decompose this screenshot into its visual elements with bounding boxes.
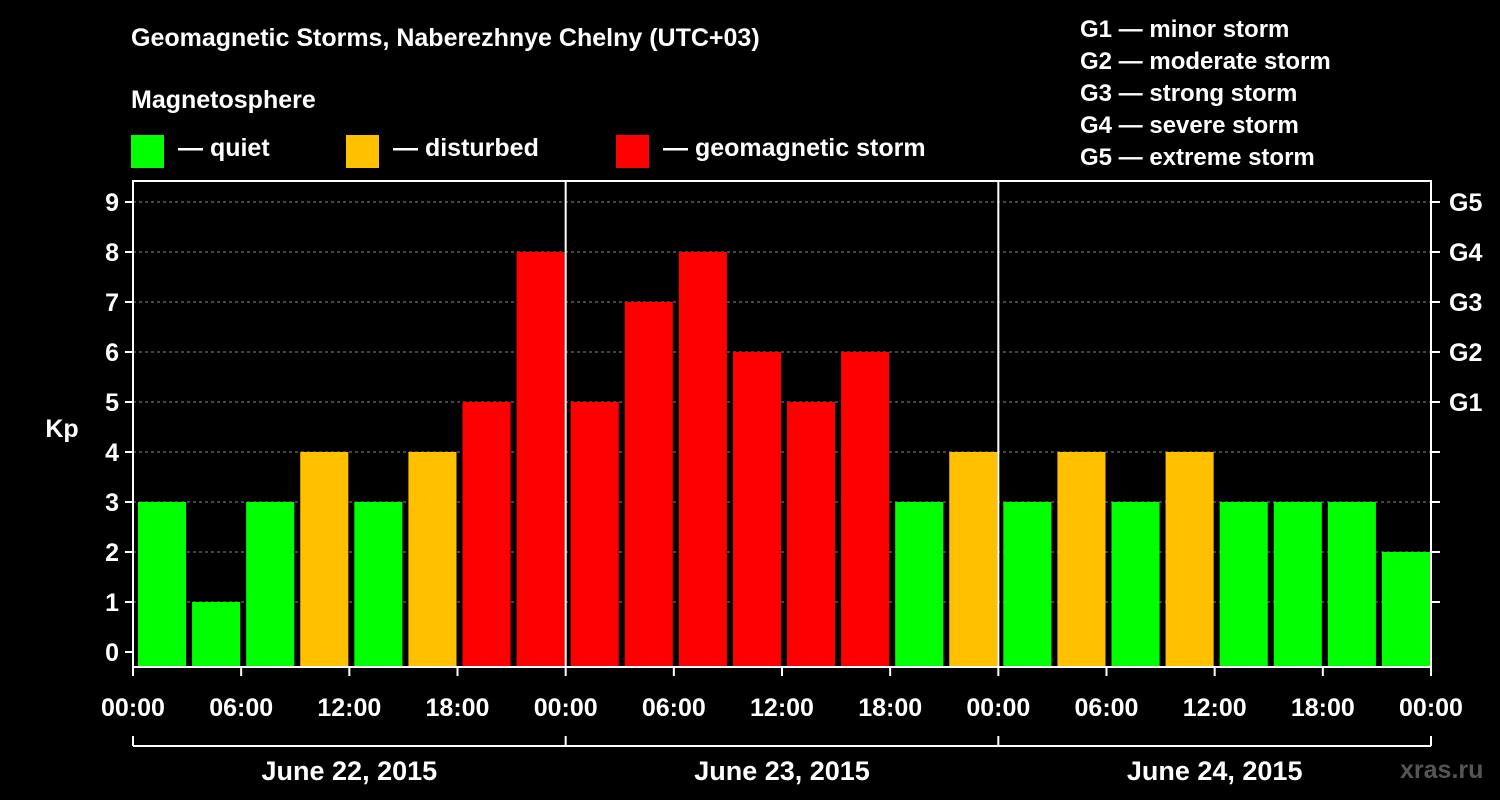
kp-bar xyxy=(1111,502,1160,667)
x-tick-label: 12:00 xyxy=(317,694,381,722)
storm-scale-g1: G1 — minor storm xyxy=(1080,16,1290,43)
g-level-label: G1 xyxy=(1449,389,1482,417)
kp-bar xyxy=(1327,502,1376,667)
day-label: June 24, 2015 xyxy=(1127,756,1303,786)
y-tick-label: 5 xyxy=(105,389,119,417)
kp-bar xyxy=(841,352,890,667)
y-tick-label: 7 xyxy=(105,289,119,317)
legend-label-disturbed: — disturbed xyxy=(393,134,539,162)
x-tick-label: 06:00 xyxy=(642,694,706,722)
kp-bar xyxy=(895,502,944,667)
kp-bar xyxy=(1165,452,1214,667)
storm-scale-g3: G3 — strong storm xyxy=(1080,80,1298,107)
legend-swatch-quiet xyxy=(131,135,164,168)
y-tick-label: 6 xyxy=(105,339,119,367)
watermark: xras.ru xyxy=(1400,756,1484,784)
kp-bar xyxy=(1219,502,1268,667)
x-tick-label: 00:00 xyxy=(966,694,1030,722)
x-tick-label: 12:00 xyxy=(750,694,814,722)
g-level-label: G3 xyxy=(1449,289,1482,317)
legend-label-quiet: — quiet xyxy=(178,134,270,162)
kp-bar xyxy=(138,502,187,667)
kp-bar xyxy=(462,402,511,667)
x-tick-label: 18:00 xyxy=(858,694,922,722)
kp-bar xyxy=(192,602,241,667)
x-tick-label: 12:00 xyxy=(1183,694,1247,722)
x-tick-label: 06:00 xyxy=(209,694,273,722)
kp-bar xyxy=(949,452,998,667)
y-tick-label: 1 xyxy=(105,589,119,617)
kp-bar xyxy=(354,502,403,667)
x-tick-label: 00:00 xyxy=(534,694,598,722)
kp-bar xyxy=(678,252,727,667)
day-label: June 23, 2015 xyxy=(694,756,870,786)
x-tick-label: 06:00 xyxy=(1075,694,1139,722)
legend-swatch-storm xyxy=(616,135,649,168)
kp-bar xyxy=(624,302,673,667)
x-tick-label: 00:00 xyxy=(101,694,165,722)
kp-bar xyxy=(300,452,349,667)
y-tick-label: 2 xyxy=(105,539,119,567)
storm-scale-g4: G4 — severe storm xyxy=(1080,112,1299,139)
legend-swatch-disturbed xyxy=(346,135,379,168)
kp-bar xyxy=(787,402,836,667)
kp-bar xyxy=(1381,552,1430,667)
kp-bar xyxy=(408,452,457,667)
kp-bar xyxy=(516,252,565,667)
kp-bar xyxy=(1273,502,1322,667)
g-level-label: G2 xyxy=(1449,339,1482,367)
day-label: June 22, 2015 xyxy=(262,756,438,786)
kp-bar xyxy=(732,352,781,667)
x-tick-label: 18:00 xyxy=(1291,694,1355,722)
kp-bar xyxy=(1057,452,1106,667)
chart-title: Geomagnetic Storms, Naberezhnye Chelny (… xyxy=(131,24,760,52)
g-level-label: G5 xyxy=(1449,189,1482,217)
storm-scale-g2: G2 — moderate storm xyxy=(1080,48,1331,75)
legend-label-storm: — geomagnetic storm xyxy=(663,134,926,162)
y-tick-label: 4 xyxy=(105,439,119,467)
y-tick-label: 3 xyxy=(105,489,119,517)
g-level-label: G4 xyxy=(1449,239,1482,267)
kp-bar xyxy=(246,502,295,667)
kp-bar xyxy=(570,402,619,667)
y-tick-label: 9 xyxy=(105,189,119,217)
y-axis-label: Kp xyxy=(45,415,78,443)
storm-scale-g5: G5 — extreme storm xyxy=(1080,144,1315,171)
x-tick-label: 18:00 xyxy=(426,694,490,722)
y-tick-label: 8 xyxy=(105,239,119,267)
y-tick-label: 0 xyxy=(105,639,119,667)
magnetosphere-label: Magnetosphere xyxy=(131,86,316,114)
x-tick-label: 00:00 xyxy=(1399,694,1463,722)
kp-bar xyxy=(1003,502,1052,667)
